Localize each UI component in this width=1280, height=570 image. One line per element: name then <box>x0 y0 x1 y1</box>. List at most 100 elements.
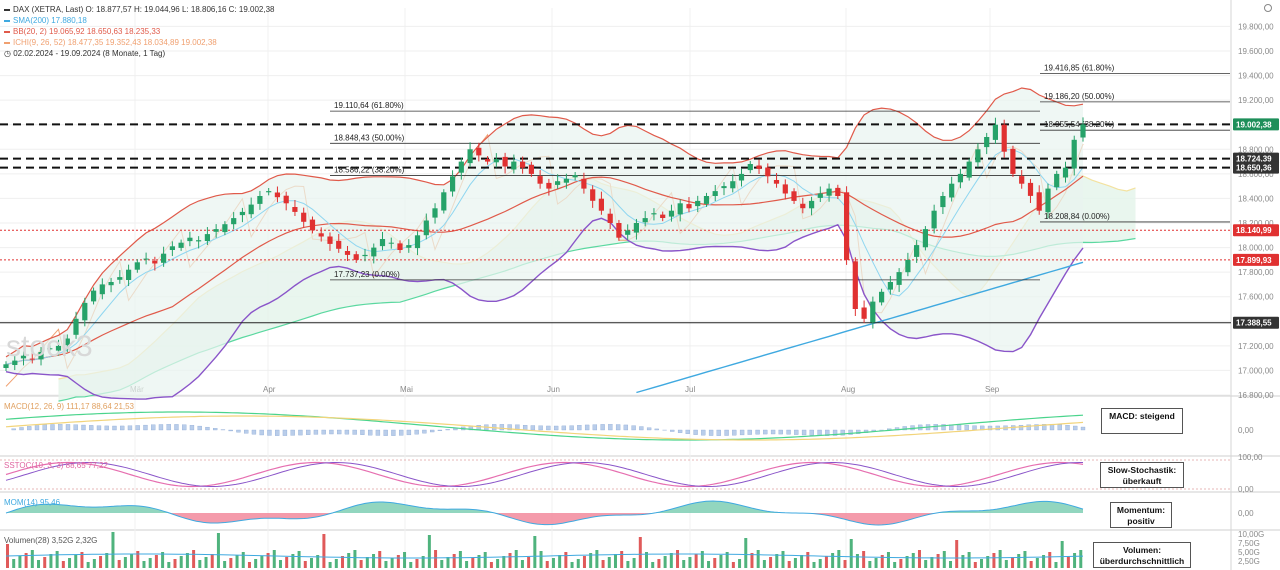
volume-bar <box>831 553 835 568</box>
candle-body <box>485 159 491 162</box>
candle-body <box>12 360 18 365</box>
candle-body <box>984 137 990 148</box>
macd-histogram-bar <box>1049 424 1055 431</box>
volume-bar <box>148 558 152 568</box>
y-tick-label: 18.600,00 <box>1238 170 1274 179</box>
macd-histogram-bar <box>1034 424 1039 431</box>
price-tag-label: 17.899,93 <box>1236 256 1272 265</box>
candle-body <box>213 229 219 232</box>
macd-histogram-bar <box>546 425 551 431</box>
macd-histogram-bar <box>42 424 47 431</box>
price-tag <box>1233 253 1279 266</box>
macd-histogram-bar <box>577 425 582 431</box>
volume-bar <box>917 550 921 568</box>
volume-legend: Volumen(28) 3,52G 2,32G <box>4 536 97 545</box>
volume-bar <box>254 559 258 568</box>
y-tick-label: 18.200,00 <box>1238 219 1274 228</box>
volume-bar <box>1073 553 1077 568</box>
macd-histogram-bar <box>956 424 962 431</box>
volume-bar <box>80 552 84 568</box>
macd-histogram-bar <box>732 429 737 436</box>
candle-body <box>1080 124 1086 138</box>
macd-histogram-bar <box>11 428 16 431</box>
volume-bar <box>179 556 183 568</box>
candle-body <box>966 161 972 178</box>
volume-bar <box>37 560 41 568</box>
volume-bar <box>55 551 59 568</box>
candle-body <box>467 149 473 164</box>
legend-bb: BB(20, 2) 19.065,92 18.650,63 18.235,33 <box>4 26 275 37</box>
volume-bar <box>762 560 766 568</box>
volume-bar <box>520 560 524 568</box>
volume-bar <box>266 553 270 568</box>
macd-histogram-bar <box>112 425 117 431</box>
macd-histogram-bar <box>65 424 71 431</box>
candle-body <box>642 218 648 223</box>
volume-bar <box>403 552 407 568</box>
macd-histogram-bar <box>422 429 427 434</box>
macd-histogram-bar <box>197 425 202 431</box>
volume-status-box: Volumen: überdurchschnittlich <box>1093 542 1191 568</box>
macd-ytick: 0,00 <box>1238 426 1254 435</box>
macd-histogram-bar <box>716 429 721 436</box>
volume-bar <box>1079 550 1083 568</box>
stochastic-d-line <box>5 462 1083 487</box>
price-tag-label: 18.140,99 <box>1236 226 1272 235</box>
volume-bar <box>632 558 636 568</box>
macd-histogram-bar <box>1018 424 1024 431</box>
fibonacci-level-label: 18.208,84 (0.00%) <box>1044 212 1110 221</box>
fibonacci-level-label: 17.737,23 (0.00%) <box>334 270 400 279</box>
volume-bar <box>1004 560 1008 568</box>
candle-body <box>257 196 263 204</box>
macd-histogram-bar <box>158 424 164 431</box>
volume-bar <box>694 554 698 568</box>
candle-body <box>1054 173 1060 188</box>
macd-histogram-bar <box>73 424 78 431</box>
candle-body <box>826 188 832 196</box>
volume-bar <box>1048 552 1052 568</box>
candle-body <box>844 192 850 260</box>
candle-body <box>581 178 587 189</box>
candle-body <box>949 183 955 198</box>
candle-body <box>29 358 35 360</box>
volume-bar <box>545 561 549 568</box>
volume-bar <box>620 551 624 568</box>
volume-bar <box>508 553 512 568</box>
candle-body <box>773 180 780 184</box>
volume-bar <box>638 537 642 568</box>
macd-histogram-bar <box>375 429 381 436</box>
macd-histogram-bar <box>228 429 233 432</box>
legend-sma-swatch <box>4 19 10 22</box>
candle-body <box>126 269 132 280</box>
macd-histogram-bar <box>205 426 210 431</box>
volume-bar <box>645 552 649 568</box>
stochastic-ytick: 100,00 <box>1238 453 1263 462</box>
candle-body <box>274 192 280 198</box>
fibonacci-level-label: 18.955,54 (38.20%) <box>1044 120 1115 129</box>
price-tag-label: 17.388,55 <box>1236 319 1272 328</box>
volume-bar <box>43 557 47 568</box>
macd-signal-line <box>5 415 1084 441</box>
candle-body <box>117 277 123 280</box>
watermark-logo: stock3 <box>6 330 93 363</box>
volume-bar <box>161 552 165 568</box>
volume-bar <box>886 552 890 568</box>
volume-bar <box>527 557 531 568</box>
volume-bar <box>998 550 1002 568</box>
candle-body <box>695 200 701 207</box>
candle-body <box>791 191 797 201</box>
short-average <box>5 149 1084 365</box>
volume-bar <box>372 554 376 568</box>
legend-main-text: DAX (XETRA, Last) O: 18.877,57 H: 19.044… <box>13 5 275 14</box>
candle-body <box>231 218 237 225</box>
volume-bar <box>316 555 320 568</box>
y-tick-label: 19.800,00 <box>1238 22 1274 31</box>
macd-histogram-bar <box>27 426 32 431</box>
volume-bar <box>471 558 475 568</box>
candle-body <box>379 239 386 247</box>
volume-bar <box>167 562 171 568</box>
volume-bar <box>613 554 617 568</box>
y-tick-label: 17.000,00 <box>1238 366 1274 375</box>
macd-histogram-bar <box>1042 424 1047 431</box>
